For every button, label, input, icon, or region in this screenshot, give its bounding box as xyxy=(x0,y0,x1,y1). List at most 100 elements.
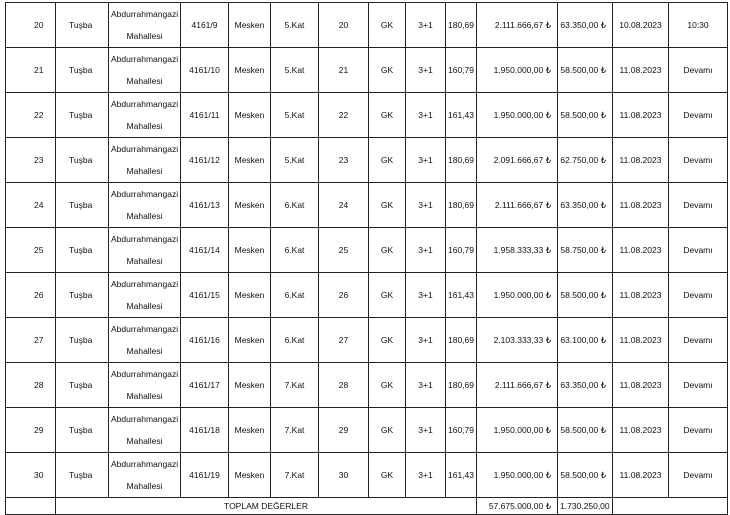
table-cell: Devamı xyxy=(668,317,728,363)
total-deposit: 1.730.250,00 ₺ xyxy=(557,497,613,515)
table-cell: 161,43 xyxy=(445,272,477,318)
table-cell: 180,69 xyxy=(445,362,477,408)
table-cell: Mesken xyxy=(228,317,271,363)
table-cell: 63.100,00 ₺ xyxy=(557,317,613,363)
table-cell: 24 xyxy=(318,182,369,228)
table-cell: Devamı xyxy=(668,272,728,318)
table-cell: 1.950.000,00 ₺ xyxy=(476,452,558,498)
table-cell: Mesken xyxy=(228,272,271,318)
table-cell: 58.750,00 ₺ xyxy=(557,227,613,273)
table-cell: 1.958.333,33 ₺ xyxy=(476,227,558,273)
table-cell: 6.Kat xyxy=(270,317,319,363)
table-cell: 58.500,00 ₺ xyxy=(557,47,613,93)
empty-cell xyxy=(5,497,56,515)
table-cell: Mesken xyxy=(228,137,271,183)
table-cell: 2.111.666,67 ₺ xyxy=(476,182,558,228)
table-cell: Abdurrahmangazi Mahallesi xyxy=(108,47,181,93)
table-cell: 3+1 xyxy=(405,137,446,183)
table-cell: 26 xyxy=(5,272,56,318)
table-cell: 4161/12 xyxy=(180,137,229,183)
table-cell: Tuşba xyxy=(55,227,109,273)
table-cell: 6.Kat xyxy=(270,272,319,318)
table-row: 23 Tuşba Abdurrahmangazi Mahallesi 4161/12 M… xyxy=(5,137,728,183)
table-cell: 3+1 xyxy=(405,47,446,93)
table-cell: Abdurrahmangazi Mahallesi xyxy=(108,362,181,408)
table-cell: 4161/14 xyxy=(180,227,229,273)
table-cell: Abdurrahmangazi Mahallesi xyxy=(108,317,181,363)
table-cell: 4161/16 xyxy=(180,317,229,363)
table-cell: 180,69 xyxy=(445,182,477,228)
table-cell: Mesken xyxy=(228,47,271,93)
table-cell: Abdurrahmangazi Mahallesi xyxy=(108,227,181,273)
table-cell: Abdurrahmangazi Mahallesi xyxy=(108,272,181,318)
table-cell: 28 xyxy=(318,362,369,408)
table-cell: 21 xyxy=(5,47,56,93)
table-cell: 58.500,00 ₺ xyxy=(557,92,613,138)
table-row: 25 Tuşba Abdurrahmangazi Mahallesi 4161/14 M… xyxy=(5,227,728,273)
table-cell: GK xyxy=(368,407,406,453)
table-cell: 4161/17 xyxy=(180,362,229,408)
table-cell: 160,79 xyxy=(445,407,477,453)
table-cell: Tuşba xyxy=(55,407,109,453)
table-cell: Mesken xyxy=(228,452,271,498)
table-cell: 11.08.2023 xyxy=(612,182,669,228)
table-cell: 5.Kat xyxy=(270,2,319,48)
table-cell: 63.350,00 ₺ xyxy=(557,2,613,48)
table-cell: Abdurrahmangazi Mahallesi xyxy=(108,407,181,453)
table-row: 26 Tuşba Abdurrahmangazi Mahallesi 4161/15 M… xyxy=(5,272,728,318)
table-cell: 160,79 xyxy=(445,47,477,93)
table-cell: 2.111.666,67 ₺ xyxy=(476,362,558,408)
table-cell: Tuşba xyxy=(55,2,109,48)
table-cell: GK xyxy=(368,452,406,498)
table-cell: 22 xyxy=(318,92,369,138)
table-cell: 5.Kat xyxy=(270,137,319,183)
table-cell: 22 xyxy=(5,92,56,138)
table-cell: 2.103.333,33 ₺ xyxy=(476,317,558,363)
table-cell: 3+1 xyxy=(405,2,446,48)
table-cell: Tuşba xyxy=(55,272,109,318)
table-cell: GK xyxy=(368,47,406,93)
table-cell: 30 xyxy=(318,452,369,498)
table-cell: 26 xyxy=(318,272,369,318)
table-cell: Devamı xyxy=(668,407,728,453)
table-cell: 3+1 xyxy=(405,182,446,228)
table-cell: 160,79 xyxy=(445,227,477,273)
table-cell: 3+1 xyxy=(405,317,446,363)
table-cell: Devamı xyxy=(668,227,728,273)
table-cell: Abdurrahmangazi Mahallesi xyxy=(108,2,181,48)
table-cell: Devamı xyxy=(668,452,728,498)
table-cell: Mesken xyxy=(228,362,271,408)
table-cell: 1.950.000,00 ₺ xyxy=(476,407,558,453)
table-cell: 23 xyxy=(318,137,369,183)
table-cell: Devamı xyxy=(668,92,728,138)
table-cell: Mesken xyxy=(228,2,271,48)
table-row: 29 Tuşba Abdurrahmangazi Mahallesi 4161/18 M… xyxy=(5,407,728,453)
table-cell: 30 xyxy=(5,452,56,498)
table-cell: 20 xyxy=(318,2,369,48)
table-cell: 11.08.2023 xyxy=(612,92,669,138)
table-cell: 4161/15 xyxy=(180,272,229,318)
table-cell: 27 xyxy=(5,317,56,363)
table-cell: 5.Kat xyxy=(270,47,319,93)
table-cell: Abdurrahmangazi Mahallesi xyxy=(108,452,181,498)
table-cell: 6.Kat xyxy=(270,182,319,228)
table-cell: Mesken xyxy=(228,182,271,228)
table-row: 30 Tuşba Abdurrahmangazi Mahallesi 4161/19 M… xyxy=(5,452,728,498)
table-cell: GK xyxy=(368,362,406,408)
table-cell: 161,43 xyxy=(445,92,477,138)
table-cell: 62.750,00 ₺ xyxy=(557,137,613,183)
table-cell: GK xyxy=(368,182,406,228)
table-cell: 29 xyxy=(5,407,56,453)
table-cell: 24 xyxy=(5,182,56,228)
table-row: 21 Tuşba Abdurrahmangazi Mahallesi 4161/10 M… xyxy=(5,47,728,93)
table-cell: 2.111.666,67 ₺ xyxy=(476,2,558,48)
table-cell: 10:30 xyxy=(668,2,728,48)
table-cell: 3+1 xyxy=(405,362,446,408)
table-cell: 7.Kat xyxy=(270,362,319,408)
table-cell: 11.08.2023 xyxy=(612,272,669,318)
table-cell: 3+1 xyxy=(405,227,446,273)
table-cell: 27 xyxy=(318,317,369,363)
table-cell: 21 xyxy=(318,47,369,93)
table-row: 20 Tuşba Abdurrahmangazi Mahallesi 4161/9 Me… xyxy=(5,2,728,48)
table-cell: 7.Kat xyxy=(270,452,319,498)
